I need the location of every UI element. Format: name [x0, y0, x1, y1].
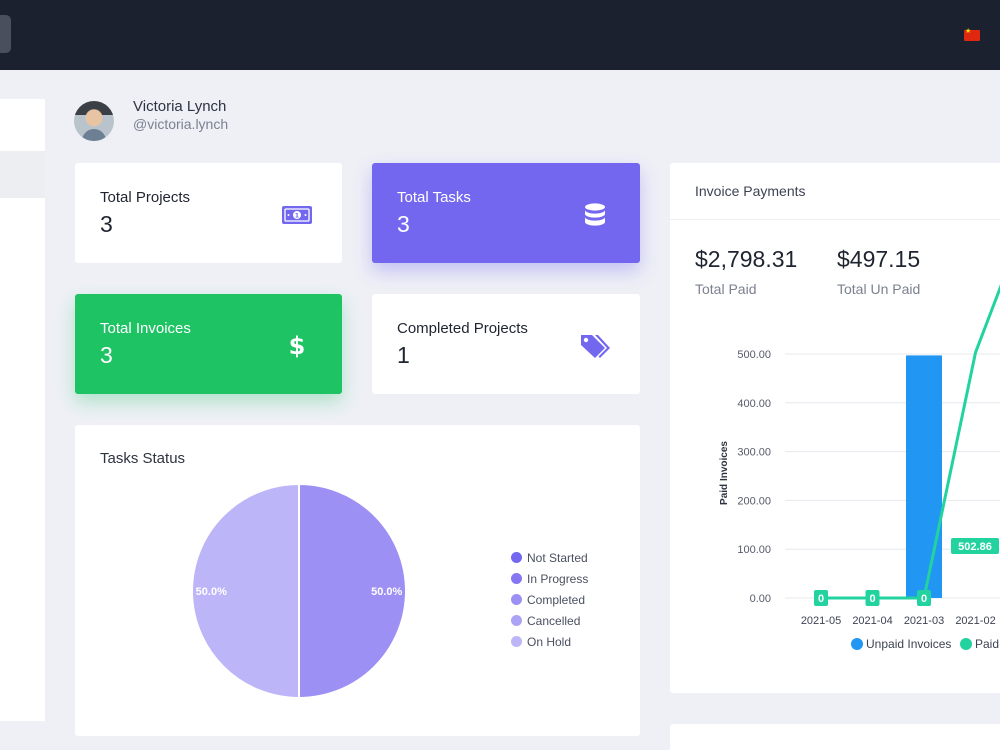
legend-marker [511, 573, 522, 584]
stat-value: 1 [397, 342, 410, 368]
total-projects-card[interactable]: Total Projects 3 1 [75, 163, 342, 263]
pie-legend: Not Started In Progress Completed Cancelled… [511, 547, 588, 652]
total-tasks-card[interactable]: Total Tasks 3 [372, 163, 640, 263]
pie-slice-label: 50.0% [371, 586, 402, 598]
data-label: 0 [921, 593, 927, 605]
stat-value: 3 [100, 211, 113, 237]
stat-value: 3 [397, 211, 410, 237]
legend-label: Completed [527, 592, 586, 607]
pie-slice-completed[interactable] [298, 482, 407, 700]
dollar-sign-icon: $ [280, 333, 314, 359]
top-navbar [0, 0, 1000, 70]
total-paid-label: Total Paid [695, 281, 757, 297]
panel-title: Invoice Payments [695, 183, 806, 199]
x-tick-label: 2021-04 [852, 615, 892, 627]
sidebar-item-active[interactable] [0, 151, 45, 198]
legend-label: On Hold [527, 634, 572, 649]
database-icon [578, 203, 612, 227]
data-label-box [814, 590, 828, 606]
stat-label: Total Invoices [100, 320, 191, 337]
legend-label: Not Started [527, 550, 588, 565]
legend-marker [511, 615, 522, 626]
y-tick-label: 200.00 [737, 495, 771, 507]
bar-unpaid-invoices[interactable] [906, 355, 942, 598]
y-axis-label: Paid Invoices [719, 441, 730, 505]
y-tick-label: 400.00 [737, 398, 771, 410]
total-unpaid-amount: $497.15 [837, 246, 921, 272]
legend-label: In Progress [527, 571, 589, 586]
data-label: 0 [869, 593, 875, 605]
x-tick-label: 2021-03 [904, 615, 944, 627]
invoice-payments-card: Invoice Payments $2,798.31 Total Paid $4… [670, 163, 1000, 693]
next-card [670, 724, 1000, 750]
stat-label: Total Projects [100, 189, 191, 206]
panel-title: Tasks Status [100, 450, 186, 467]
invoice-payments-chart: 0.00 100.00 200.00 300.00 400.00 500.00 Paid I… [719, 284, 1000, 651]
profile-name: Victoria Lynch [133, 98, 227, 115]
legend-label[interactable]: Unpaid Invoices [866, 637, 951, 651]
invoice-payments-header: Invoice Payments [670, 163, 1000, 220]
legend-item[interactable]: Not Started [511, 547, 588, 568]
stat-label: Completed Projects [397, 320, 528, 337]
x-tick-label: 2021-05 [801, 615, 841, 627]
total-unpaid-label: Total Un Paid [837, 281, 921, 297]
legend-marker[interactable] [960, 638, 972, 650]
svg-text:1: 1 [295, 213, 299, 220]
legend-marker [511, 636, 522, 647]
profile-handle: @victoria.lynch [133, 116, 229, 132]
legend-item[interactable]: On Hold [511, 631, 588, 652]
legend-label: Cancelled [527, 613, 581, 628]
y-tick-label: 100.00 [737, 544, 771, 556]
data-label-box [951, 538, 999, 554]
x-tick-label: 2021-02 [955, 615, 995, 627]
data-label-box [917, 590, 931, 606]
data-label: 0 [818, 593, 824, 605]
total-invoices-card[interactable]: Total Invoices 3 $ [75, 294, 342, 394]
legend-marker [511, 552, 522, 563]
legend-item[interactable]: Completed [511, 589, 588, 610]
data-label-box [865, 590, 880, 606]
legend-marker [511, 594, 522, 605]
y-tick-label: 300.00 [737, 447, 771, 459]
legend-marker[interactable] [851, 638, 863, 650]
sidebar [0, 99, 45, 721]
pie-slice-label: 50.0% [196, 586, 227, 598]
completed-projects-card[interactable]: Completed Projects 1 [372, 294, 640, 394]
y-tick-label: 500.00 [737, 349, 771, 361]
data-label: 502.86 [958, 541, 992, 553]
tasks-status-card: Tasks Status 50.0% 50.0% Not Started In Pr… [75, 425, 640, 736]
china-flag-icon[interactable] [964, 27, 980, 41]
menu-toggle-icon[interactable] [0, 15, 11, 53]
avatar [74, 101, 114, 141]
stat-label: Total Tasks [397, 189, 471, 206]
money-bill-icon: 1 [280, 203, 314, 227]
tags-icon [578, 334, 612, 358]
y-tick-label: 0.00 [750, 593, 771, 605]
stat-value: 3 [100, 342, 113, 368]
tasks-status-pie-chart: 50.0% 50.0% [191, 482, 407, 700]
legend-label[interactable]: Paid [975, 637, 999, 651]
total-paid-amount: $2,798.31 [695, 246, 798, 272]
svg-text:$: $ [289, 333, 305, 359]
pie-slice-cancelled[interactable] [191, 482, 300, 700]
legend-item[interactable]: In Progress [511, 568, 588, 589]
legend-item[interactable]: Cancelled [511, 610, 588, 631]
